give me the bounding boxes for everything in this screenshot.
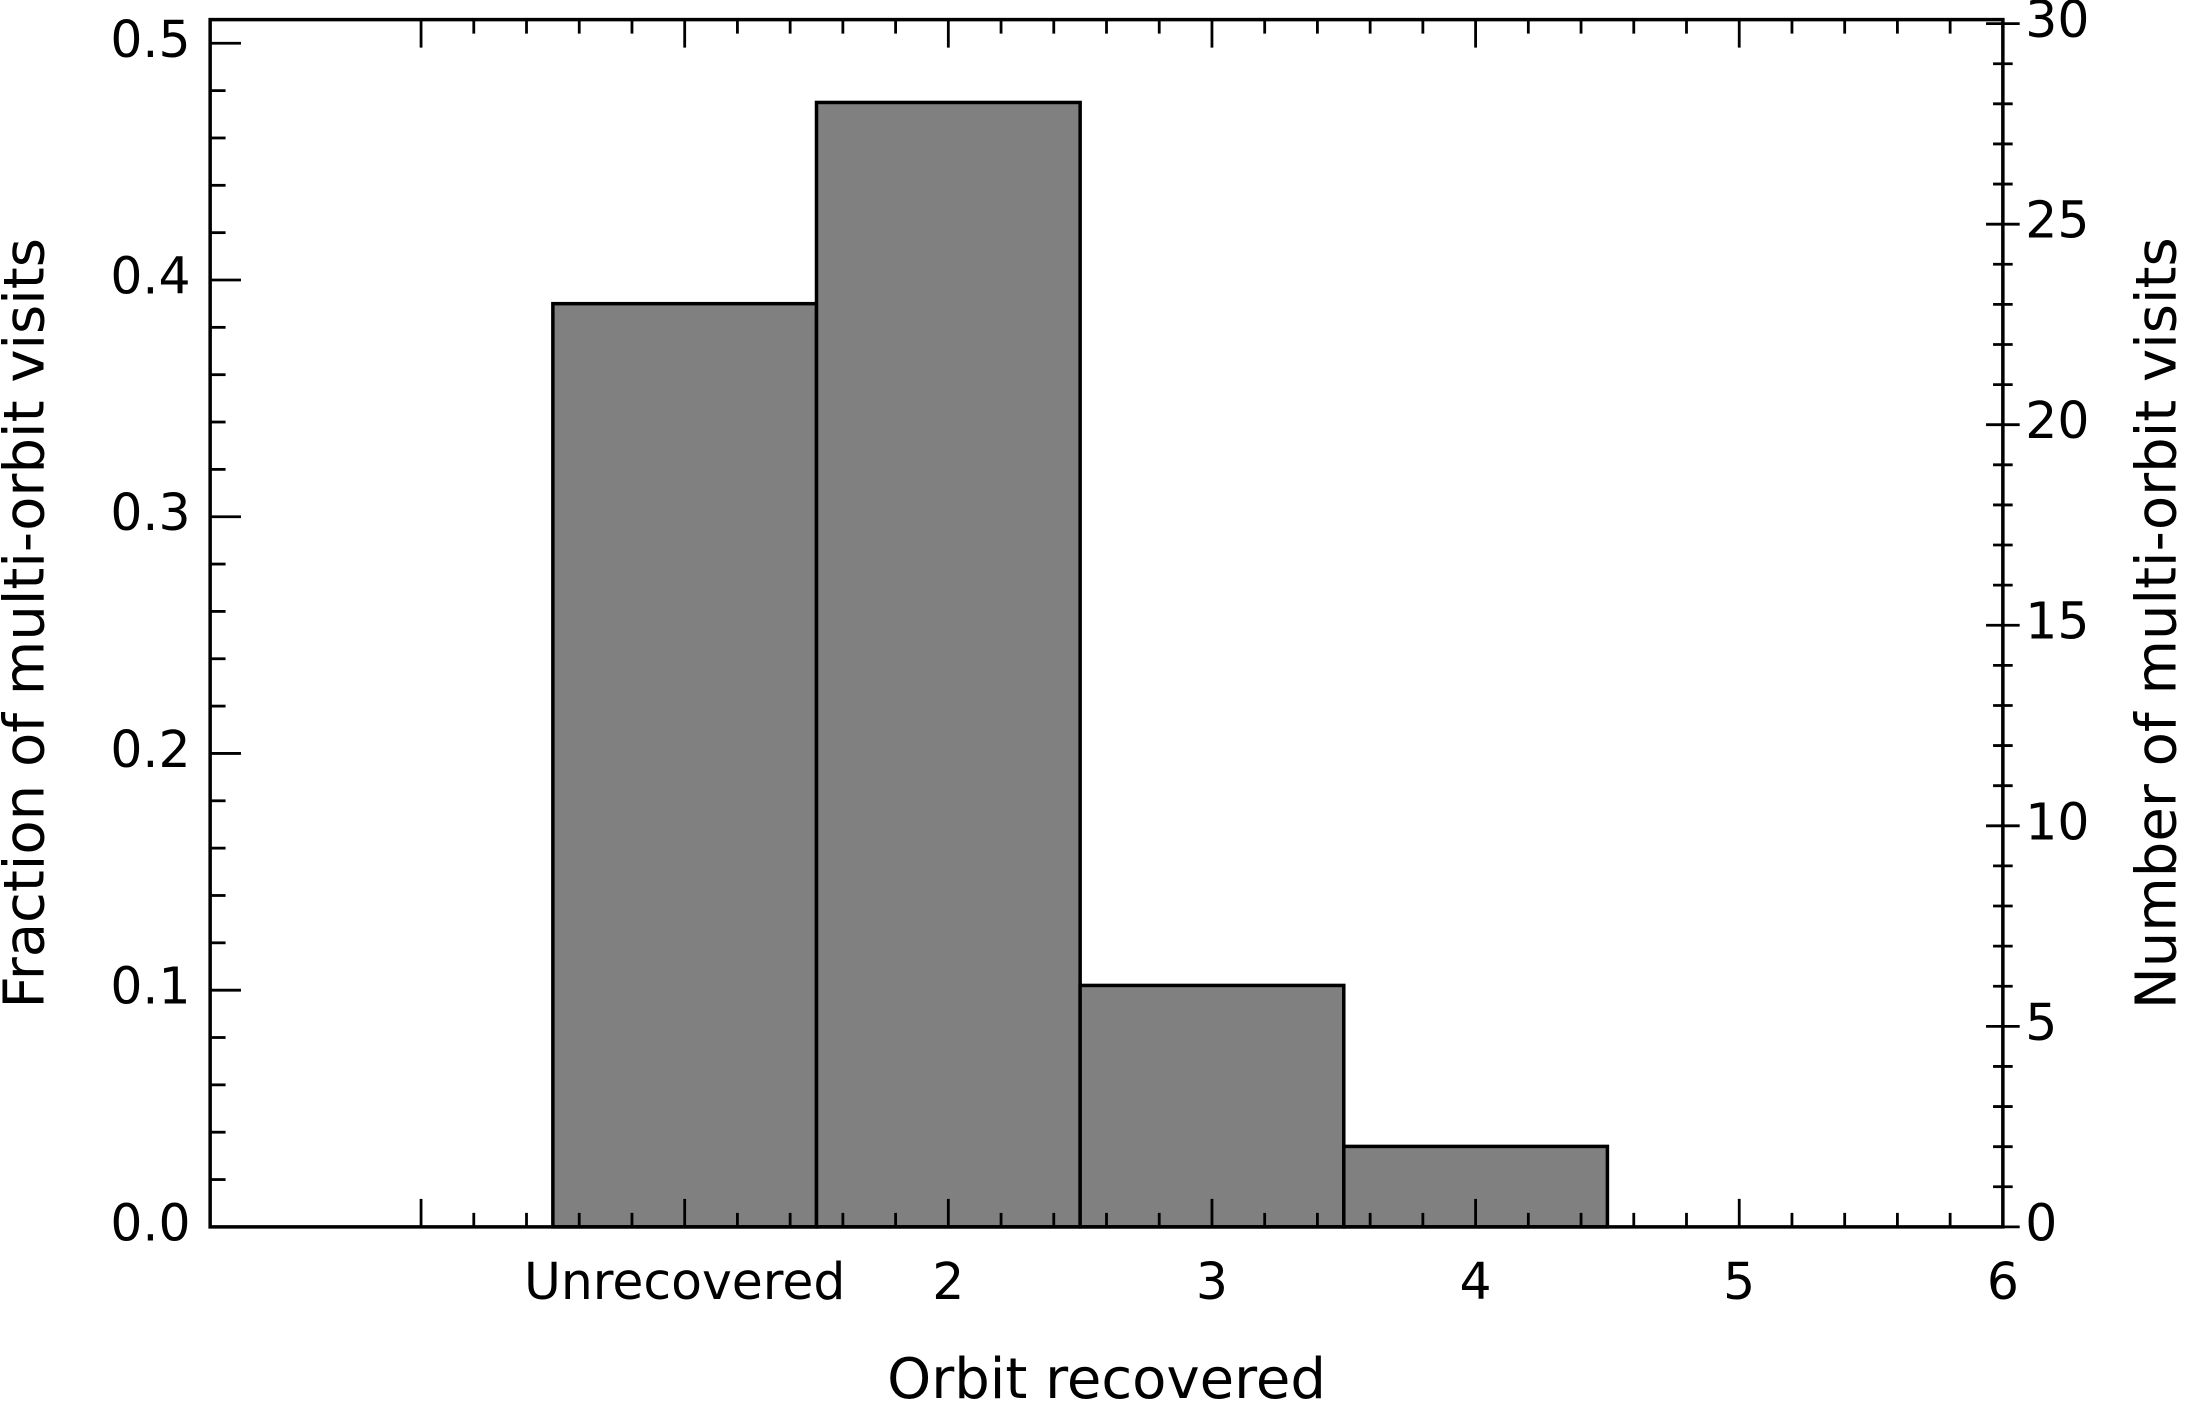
y2-tick-label: 25: [2025, 191, 2089, 250]
x-tick-label: 3: [1196, 1252, 1228, 1311]
y-tick-label: 0.4: [110, 247, 190, 306]
y-tick-label: 0.1: [110, 957, 190, 1016]
y2-tick-label: 30: [2025, 0, 2089, 49]
bar: [1078, 983, 1346, 1229]
y2-tick-label: 15: [2025, 592, 2089, 651]
bar: [814, 100, 1082, 1229]
x-tick-label: 4: [1460, 1252, 1492, 1311]
x-tick-label: 6: [1987, 1252, 2019, 1311]
x-axis-label: Orbit recovered: [887, 1347, 1326, 1407]
x-tick-label: Unrecovered: [524, 1252, 845, 1311]
x-tick-label: 2: [932, 1252, 964, 1311]
y2-axis-label: Number of multi-orbit visits: [2124, 237, 2185, 1009]
y-axis-label: Fraction of multi-orbit visits: [0, 238, 58, 1008]
bar: [551, 301, 819, 1229]
y2-tick-label: 20: [2025, 391, 2089, 450]
y-tick-label: 0.3: [110, 483, 190, 542]
y2-tick-label: 0: [2025, 1193, 2057, 1252]
plot-frame: [208, 17, 2005, 1229]
y2-tick-label: 10: [2025, 792, 2089, 851]
y-tick-label: 0.2: [110, 720, 190, 779]
y-tick-label: 0.5: [110, 10, 190, 69]
x-tick-label: 5: [1723, 1252, 1755, 1311]
y2-tick-label: 5: [2025, 993, 2057, 1052]
y-tick-label: 0.0: [110, 1193, 190, 1252]
